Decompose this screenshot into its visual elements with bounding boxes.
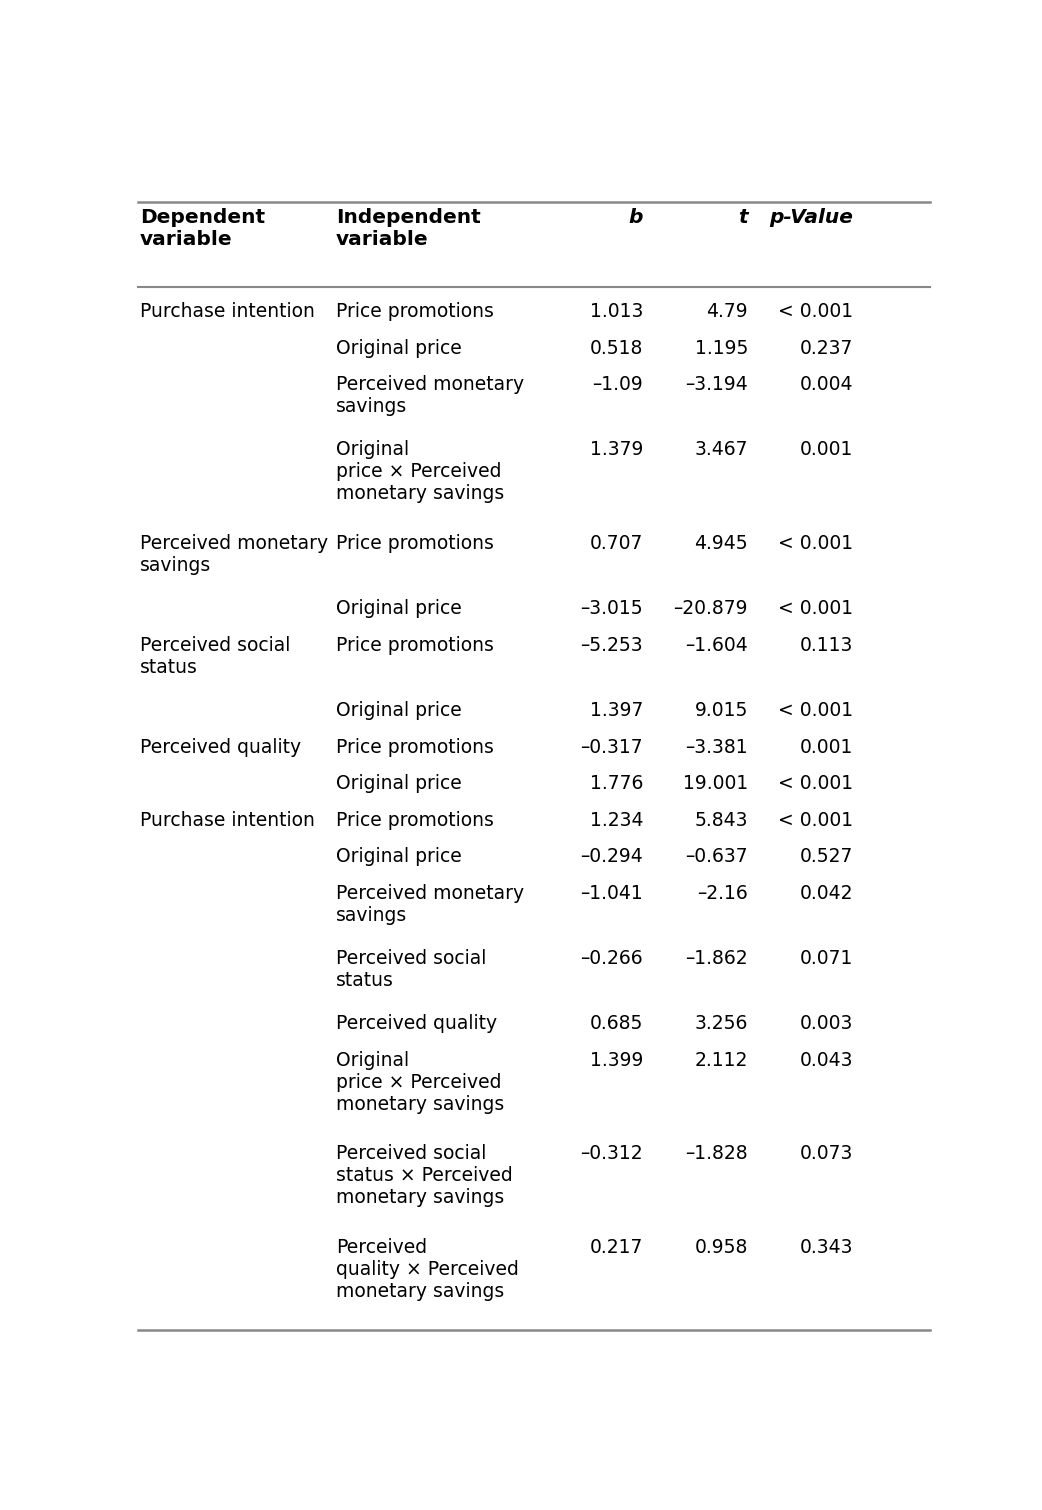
Text: 0.527: 0.527: [799, 847, 853, 867]
Text: Purchase intention: Purchase intention: [140, 302, 315, 322]
Text: 0.042: 0.042: [799, 883, 853, 903]
Text: –20.879: –20.879: [673, 599, 748, 618]
Text: Price promotions: Price promotions: [337, 636, 494, 655]
Text: Original price: Original price: [337, 775, 462, 793]
Text: Original price: Original price: [337, 701, 462, 720]
Text: Independent
variable: Independent variable: [337, 208, 481, 249]
Text: 0.071: 0.071: [799, 950, 853, 968]
Text: < 0.001: < 0.001: [778, 599, 853, 618]
Text: –1.828: –1.828: [686, 1145, 748, 1164]
Text: Perceived monetary
savings: Perceived monetary savings: [337, 883, 524, 926]
Text: 9.015: 9.015: [695, 701, 748, 720]
Text: –1.604: –1.604: [686, 636, 748, 655]
Text: Original
price × Perceived
monetary savings: Original price × Perceived monetary savi…: [337, 441, 504, 503]
Text: < 0.001: < 0.001: [778, 535, 853, 553]
Text: 1.013: 1.013: [590, 302, 643, 322]
Text: –2.16: –2.16: [697, 883, 748, 903]
Text: Original price: Original price: [337, 847, 462, 867]
Text: Price promotions: Price promotions: [337, 737, 494, 757]
Text: –0.317: –0.317: [580, 737, 643, 757]
Text: –1.862: –1.862: [686, 950, 748, 968]
Text: 0.217: 0.217: [590, 1238, 643, 1258]
Text: Dependent
variable: Dependent variable: [140, 208, 265, 249]
Text: 1.776: 1.776: [590, 775, 643, 793]
Text: 4.79: 4.79: [706, 302, 748, 322]
Text: 0.958: 0.958: [695, 1238, 748, 1258]
Text: Original price: Original price: [337, 599, 462, 618]
Text: 0.043: 0.043: [799, 1051, 853, 1071]
Text: < 0.001: < 0.001: [778, 701, 853, 720]
Text: Original
price × Perceived
monetary savings: Original price × Perceived monetary savi…: [337, 1051, 504, 1114]
Text: Price promotions: Price promotions: [337, 811, 494, 830]
Text: t: t: [739, 208, 748, 226]
Text: –1.09: –1.09: [592, 376, 643, 394]
Text: 0.073: 0.073: [799, 1145, 853, 1164]
Text: 0.001: 0.001: [799, 737, 853, 757]
Text: 1.399: 1.399: [590, 1051, 643, 1071]
Text: < 0.001: < 0.001: [778, 775, 853, 793]
Text: 3.256: 3.256: [695, 1015, 748, 1033]
Text: –0.294: –0.294: [580, 847, 643, 867]
Text: 0.518: 0.518: [590, 338, 643, 358]
Text: –3.194: –3.194: [686, 376, 748, 394]
Text: 0.685: 0.685: [590, 1015, 643, 1033]
Text: < 0.001: < 0.001: [778, 302, 853, 322]
Text: p-Value: p-Value: [769, 208, 853, 226]
Text: Perceived social
status × Perceived
monetary savings: Perceived social status × Perceived mone…: [337, 1145, 513, 1208]
Text: 1.379: 1.379: [590, 441, 643, 459]
Text: Perceived monetary
savings: Perceived monetary savings: [337, 376, 524, 417]
Text: –0.637: –0.637: [686, 847, 748, 867]
Text: Price promotions: Price promotions: [337, 535, 494, 553]
Text: –0.312: –0.312: [580, 1145, 643, 1164]
Text: –0.266: –0.266: [580, 950, 643, 968]
Text: 0.237: 0.237: [799, 338, 853, 358]
Text: 1.397: 1.397: [590, 701, 643, 720]
Text: Perceived
quality × Perceived
monetary savings: Perceived quality × Perceived monetary s…: [337, 1238, 519, 1302]
Text: 0.003: 0.003: [799, 1015, 853, 1033]
Text: Original price: Original price: [337, 338, 462, 358]
Text: Perceived monetary
savings: Perceived monetary savings: [140, 535, 328, 575]
Text: Perceived social
status: Perceived social status: [140, 636, 291, 676]
Text: < 0.001: < 0.001: [778, 811, 853, 830]
Text: Perceived quality: Perceived quality: [337, 1015, 497, 1033]
Text: Purchase intention: Purchase intention: [140, 811, 315, 830]
Text: Perceived social
status: Perceived social status: [337, 950, 487, 991]
Text: 4.945: 4.945: [694, 535, 748, 553]
Text: 0.004: 0.004: [799, 376, 853, 394]
Text: 0.707: 0.707: [590, 535, 643, 553]
Text: –3.015: –3.015: [580, 599, 643, 618]
Text: Perceived quality: Perceived quality: [140, 737, 301, 757]
Text: 3.467: 3.467: [695, 441, 748, 459]
Text: 0.343: 0.343: [799, 1238, 853, 1258]
Text: 0.001: 0.001: [799, 441, 853, 459]
Text: Price promotions: Price promotions: [337, 302, 494, 322]
Text: –1.041: –1.041: [580, 883, 643, 903]
Text: 19.001: 19.001: [683, 775, 748, 793]
Text: –3.381: –3.381: [686, 737, 748, 757]
Text: 0.113: 0.113: [799, 636, 853, 655]
Text: –5.253: –5.253: [580, 636, 643, 655]
Text: 5.843: 5.843: [695, 811, 748, 830]
Text: 1.234: 1.234: [590, 811, 643, 830]
Text: b: b: [628, 208, 643, 226]
Text: 1.195: 1.195: [695, 338, 748, 358]
Text: 2.112: 2.112: [695, 1051, 748, 1071]
